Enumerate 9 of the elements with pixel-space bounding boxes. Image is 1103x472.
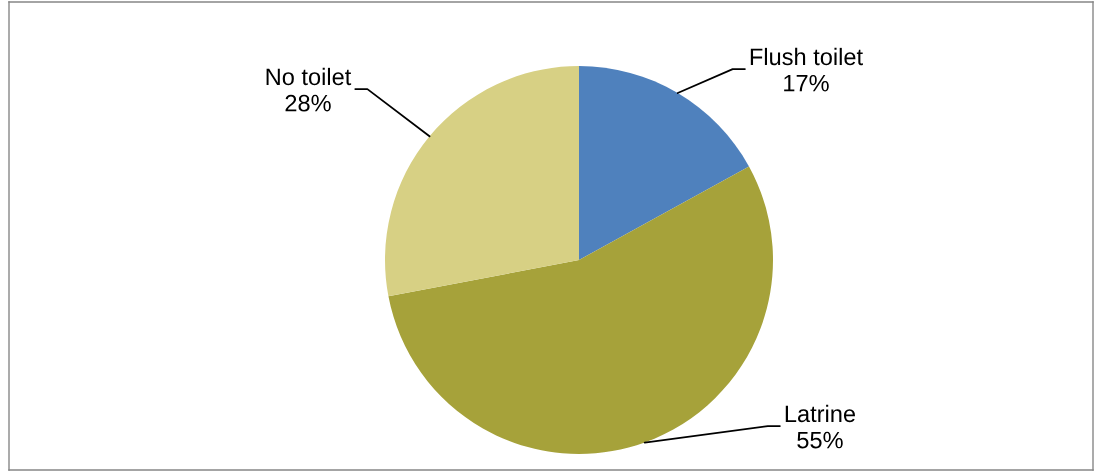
- pie-slice: [388, 166, 773, 454]
- data-label: 17%: [784, 74, 829, 92]
- slice-label: Flush toilet: [750, 47, 863, 66]
- pie-slice: [579, 66, 749, 260]
- slice-label: No toilet: [266, 67, 352, 86]
- slice-label: Latrine: [785, 404, 855, 423]
- data-label: 28%: [285, 94, 331, 112]
- pie-slice: [385, 66, 579, 297]
- data-label: 55%: [797, 431, 843, 449]
